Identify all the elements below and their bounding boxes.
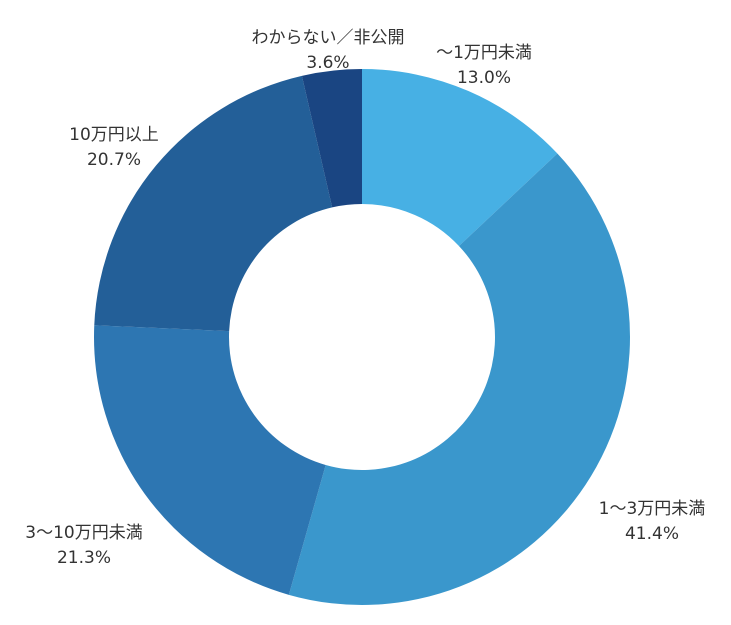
slice-label-1: ～1万円未満 [436,43,532,63]
donut-slice-1 [362,69,558,246]
donut-slice-4 [94,75,333,332]
slice-value-label-2: 41.4% [625,524,679,544]
donut-slice-5 [301,69,362,208]
slice-value-label-1: 13.0% [457,68,511,88]
donut-slice-2 [288,153,630,605]
slice-value-label-4: 20.7% [87,150,141,170]
slice-value-label-5: 3.6% [306,53,349,73]
labels-layer: ～1万円未満 13.0% 1～3万円未満 41.4% 3～10万円未満 21.3% 10万円… [25,28,705,568]
slice-label-5: わからない／非公開 [252,28,405,48]
slice-label-4: 10万円以上 [69,125,159,145]
donut-slice-3 [94,325,326,595]
slice-label-3: 3～10万円未満 [25,523,142,543]
slice-label-2: 1～3万円未満 [599,499,706,519]
slices-layer [94,69,630,605]
slice-value-label-3: 21.3% [57,548,111,568]
